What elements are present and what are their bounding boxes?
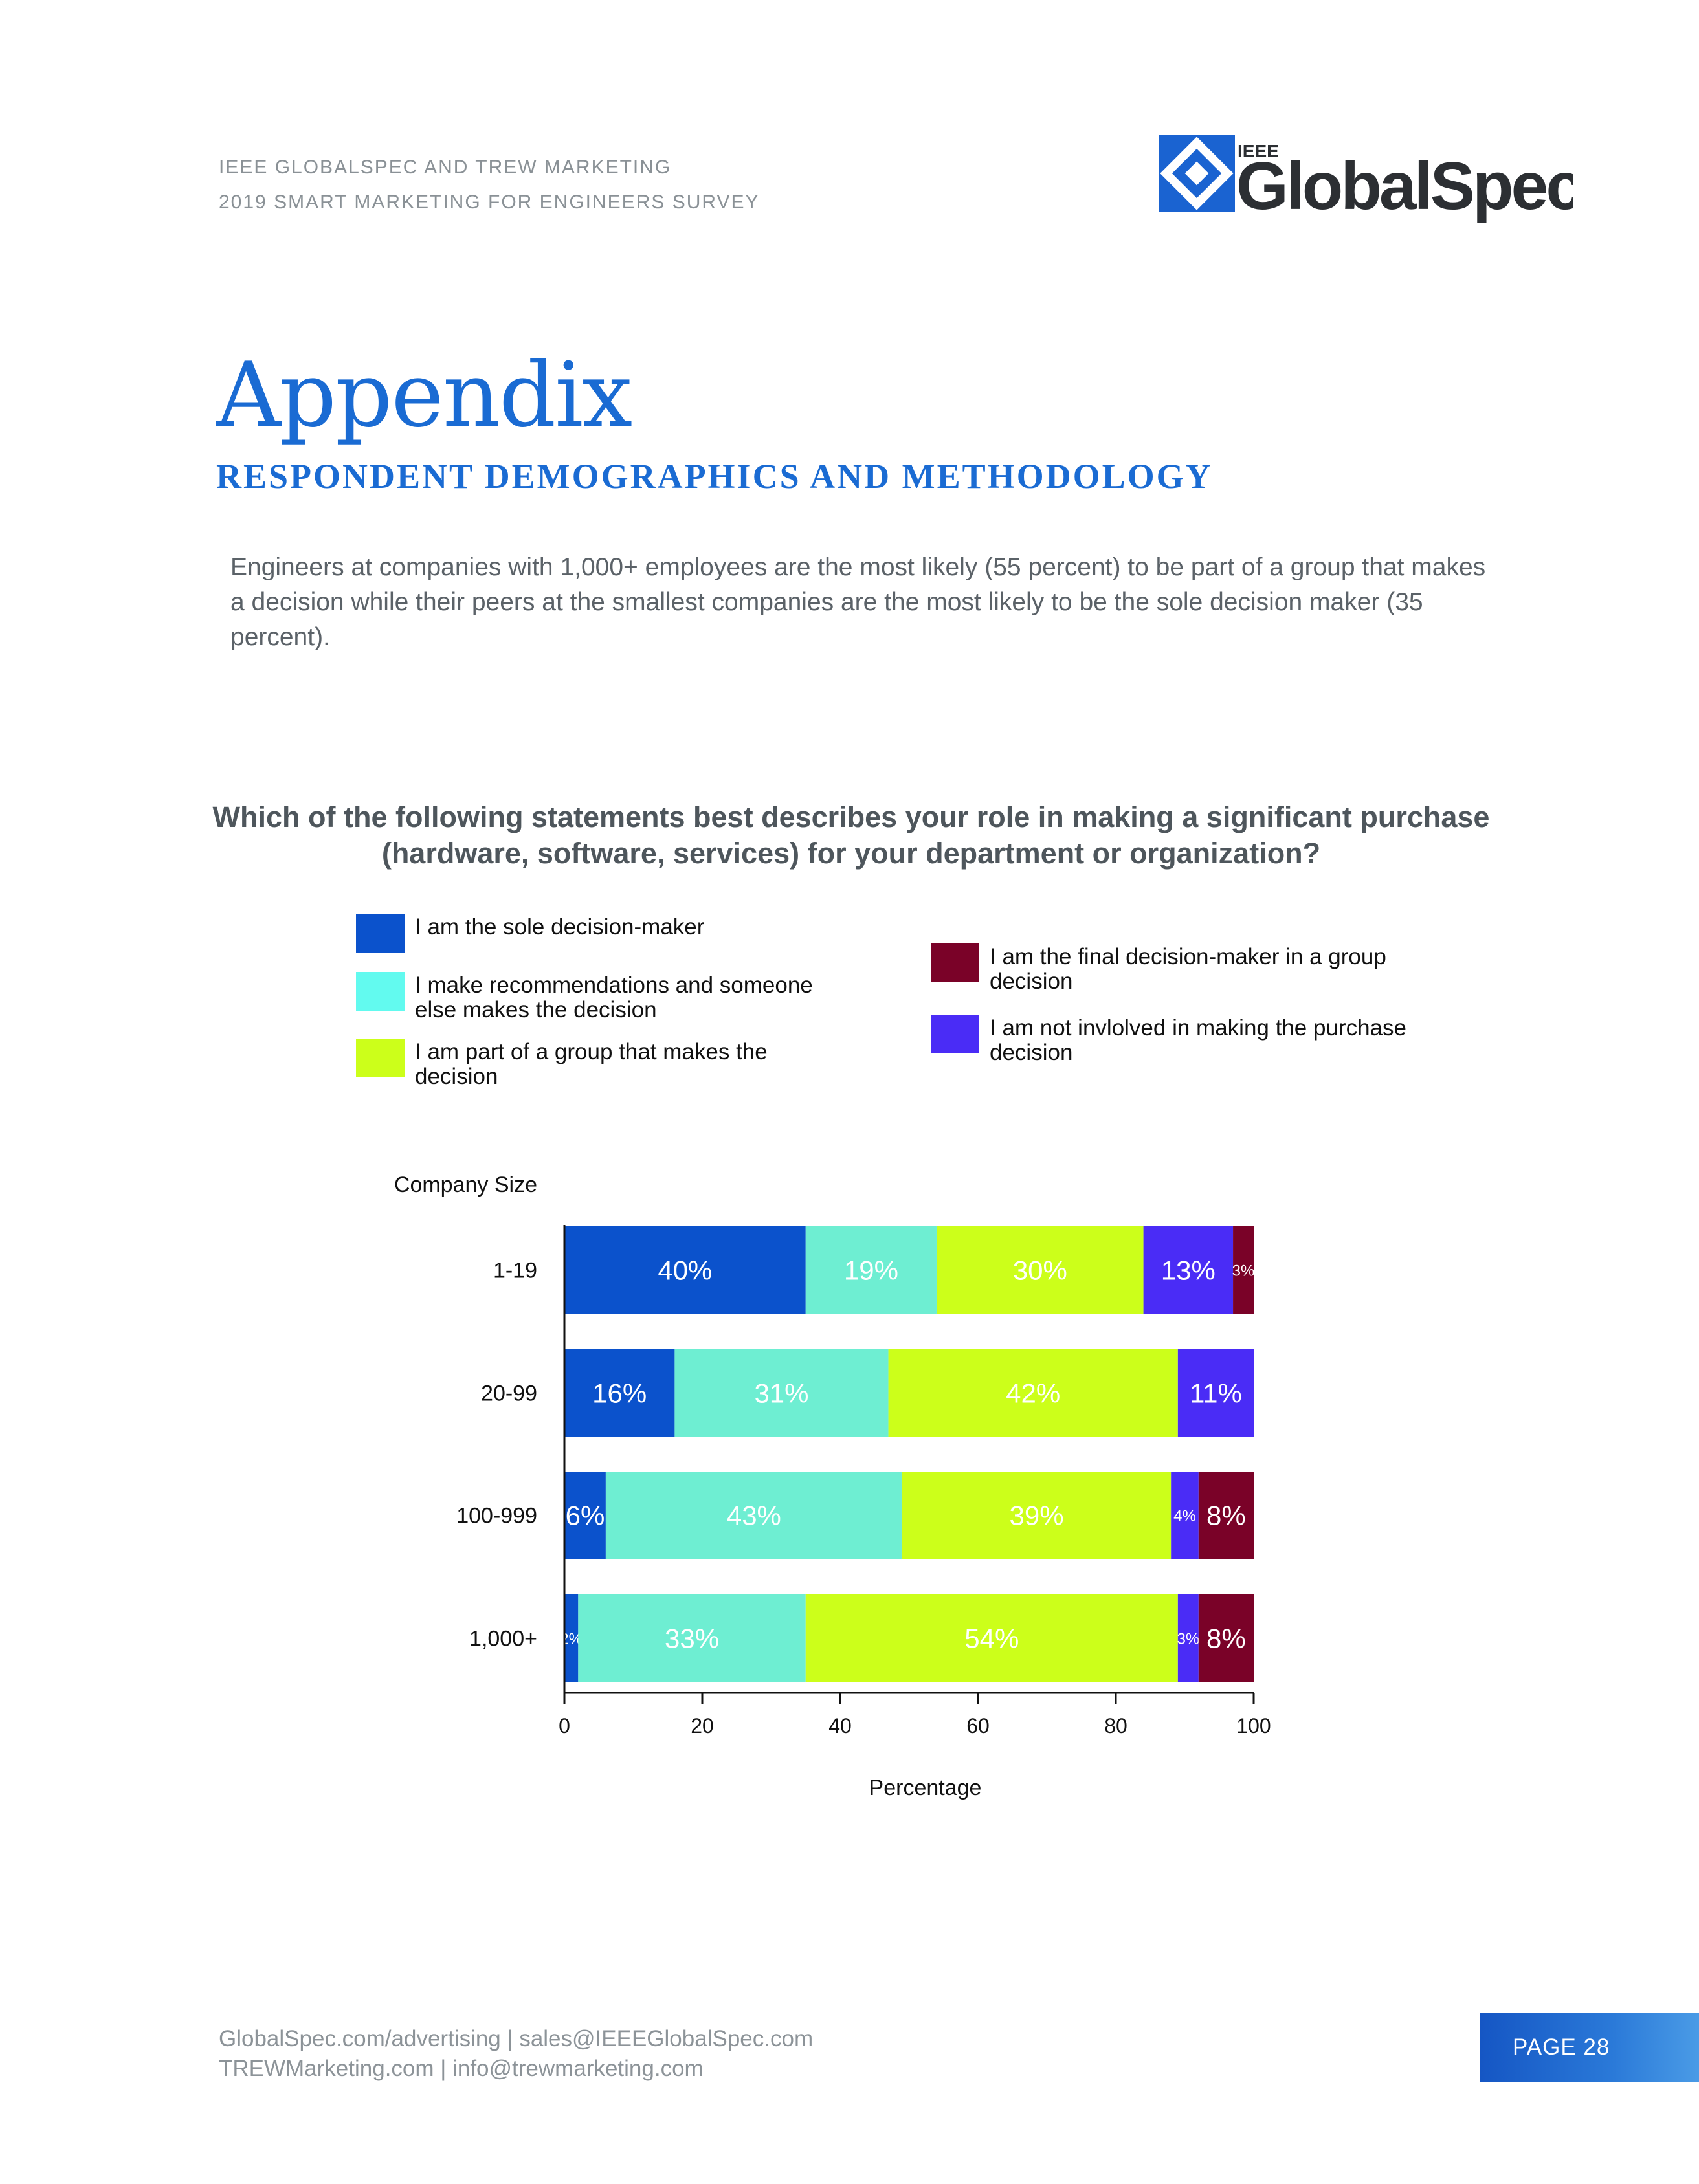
category-label: 20-99	[481, 1382, 537, 1406]
data-label: 4%	[1173, 1508, 1196, 1525]
legend-item-group: I am part of a group that makes the deci…	[356, 1039, 855, 1089]
page-subtitle: RESPONDENT DEMOGRAPHICS AND METHODOLOGY	[216, 457, 1213, 496]
data-label: 19%	[844, 1255, 898, 1286]
bar-segment-grp	[888, 1349, 1178, 1437]
x-tick-label: 60	[966, 1714, 990, 1737]
intro-paragraph: Engineers at companies with 1,000+ emplo…	[230, 553, 1486, 651]
legend-label-sole: I am the sole decision-maker	[415, 914, 705, 940]
page-title: Appendix	[216, 343, 632, 447]
bar-segment-rec	[674, 1349, 889, 1437]
data-label: 39%	[1009, 1501, 1063, 1531]
legend-item-final: I am the final decision-maker in a group…	[931, 943, 1430, 994]
bar-segment-rec	[805, 1226, 937, 1314]
data-label: 54%	[964, 1624, 1019, 1654]
legend-item-sole: I am the sole decision-maker	[356, 914, 855, 953]
category-label: 100-999	[456, 1504, 537, 1528]
bar-segment-grp	[937, 1226, 1144, 1314]
data-label: 31%	[754, 1378, 808, 1409]
data-label: 3%	[1177, 1631, 1199, 1648]
logo-globalspec-text: GlobalSpec	[1236, 149, 1573, 224]
data-label: 11%	[1190, 1378, 1242, 1409]
category-label: 1-19	[493, 1259, 537, 1283]
data-label: 16%	[592, 1378, 647, 1409]
bar-segment-fin	[1233, 1226, 1254, 1314]
data-label: 13%	[1161, 1255, 1216, 1286]
data-label: 42%	[1006, 1378, 1060, 1409]
legend-swatch-final	[931, 943, 979, 982]
bar-segment-fin	[1198, 1594, 1254, 1682]
data-label: 33%	[665, 1624, 719, 1654]
x-tick-label: 40	[828, 1714, 852, 1737]
chart-title: Which of the following statements best d…	[212, 800, 1490, 870]
globalspec-logo: IEEE GlobalSpec	[1159, 135, 1573, 224]
data-label: 3%	[1232, 1263, 1255, 1280]
y-axis-title: Company Size	[394, 1173, 537, 1197]
logo-ieee-text: IEEE	[1238, 141, 1279, 161]
bar-segment-not	[1143, 1226, 1234, 1314]
bar-segment-sole	[564, 1594, 579, 1682]
legend-label-not-involved: I am not invlolved in making the purchas…	[990, 1015, 1406, 1065]
legend-swatch-sole	[356, 914, 405, 953]
legend-swatch-not-involved	[931, 1015, 979, 1053]
x-tick-label: 0	[559, 1714, 570, 1737]
bar-segment-rec	[605, 1472, 902, 1559]
x-axis-title: Percentage	[869, 1776, 982, 1800]
bar-segment-not	[1177, 1349, 1254, 1437]
x-tick-label: 100	[1236, 1714, 1271, 1737]
bar-segment-not	[1171, 1472, 1199, 1559]
bar-segment-fin	[1198, 1472, 1254, 1559]
data-label: 30%	[1013, 1255, 1067, 1286]
footer-line-2: TREWMarketing.com | info@trewmarketing.c…	[219, 2056, 704, 2081]
bar-segment-grp	[805, 1594, 1178, 1682]
category-label: 1,000+	[469, 1627, 537, 1651]
legend-swatch-group	[356, 1039, 405, 1077]
bar-segment-rec	[578, 1594, 806, 1682]
data-label: 6%	[566, 1501, 605, 1531]
bar-segment-grp	[902, 1472, 1172, 1559]
legend-item-not-involved: I am not invlolved in making the purchas…	[931, 1015, 1430, 1065]
page-number-badge: PAGE 28	[1480, 2013, 1699, 2082]
bar-segment-sole	[564, 1472, 606, 1559]
bar-segment-sole	[564, 1349, 675, 1437]
header-line-2: 2019 SMART MARKETING FOR ENGINEERS SURVE…	[219, 192, 760, 213]
footer-links: GlobalSpec.com/advertising | sales@IEEEG…	[219, 2024, 813, 2084]
legend-label-final: I am the final decision-maker in a group…	[990, 944, 1386, 994]
footer-line-1: GlobalSpec.com/advertising | sales@IEEEG…	[219, 2026, 814, 2051]
x-tick-label: 80	[1104, 1714, 1127, 1737]
bar-segment-not	[1177, 1594, 1199, 1682]
data-label: 43%	[727, 1501, 781, 1531]
header-line-1: IEEE GLOBALSPEC AND TREW MARKETING	[219, 157, 672, 178]
bar-segment-sole	[564, 1226, 806, 1314]
legend-item-recommend: I make recommendations and someone else …	[356, 972, 855, 1022]
legend-label-recommend: I make recommendations and someone else …	[415, 973, 813, 1022]
data-label: 8%	[1206, 1501, 1246, 1531]
data-label: 40%	[658, 1255, 712, 1286]
x-tick-label: 20	[691, 1714, 714, 1737]
data-label: 8%	[1206, 1624, 1246, 1654]
legend-label-group: I am part of a group that makes the deci…	[415, 1039, 768, 1089]
legend-swatch-recommend	[356, 972, 405, 1011]
